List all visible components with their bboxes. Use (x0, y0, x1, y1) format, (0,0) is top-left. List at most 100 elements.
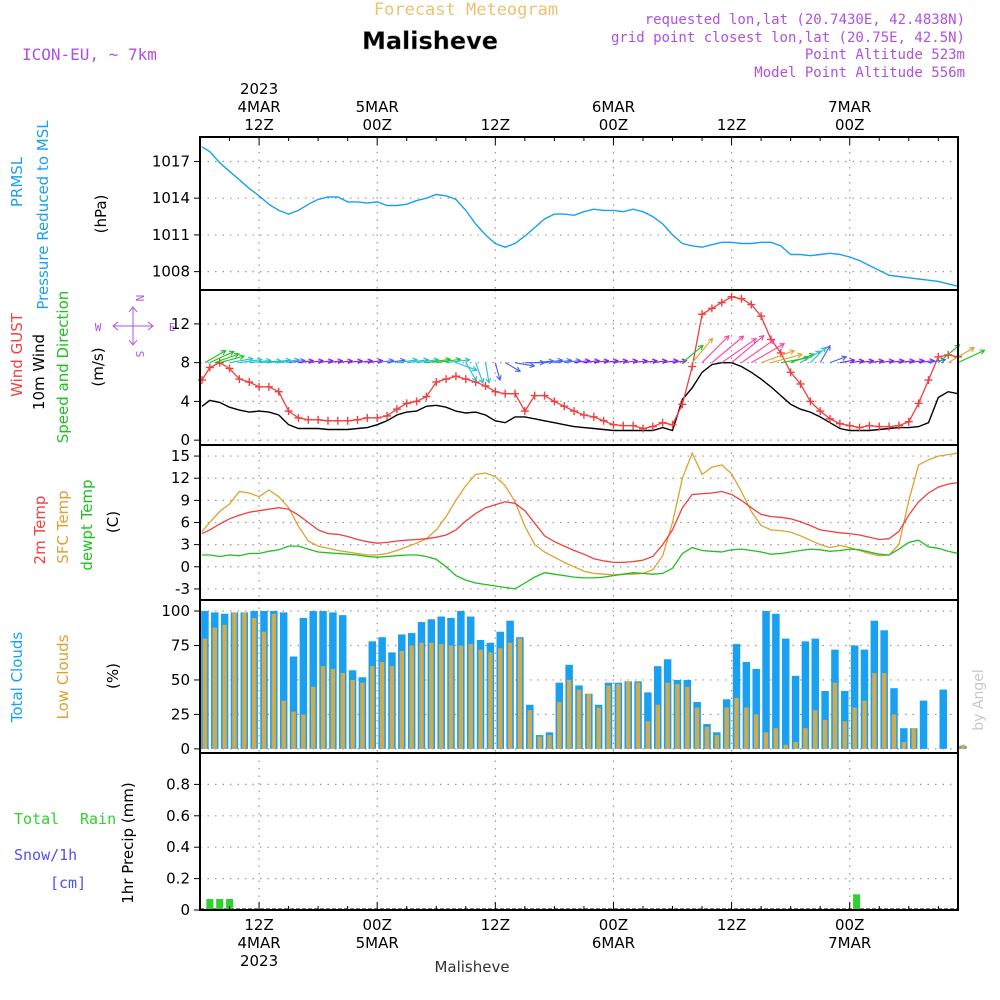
wind-arrow-head (738, 335, 745, 342)
wind-arrow-shaft (416, 359, 439, 364)
wind-arrow-shaft (790, 353, 815, 364)
wind-arrow-shaft (554, 359, 572, 364)
low-cloud-bar (547, 735, 552, 749)
wind-arrow-head (969, 347, 976, 353)
gust-point (904, 417, 913, 426)
gust-point (205, 363, 214, 372)
wind-arrow-shaft (898, 359, 915, 364)
dewpt-ylabel: dewpt Temp (78, 479, 96, 570)
gust-point (658, 418, 667, 427)
rain-bar (226, 899, 234, 910)
low-cloud-bar (537, 736, 542, 749)
low-cloud-bar (852, 707, 857, 749)
wind-arrow-shaft (377, 359, 394, 364)
wind-arrow-head (471, 376, 477, 383)
gust-point (530, 391, 539, 400)
wind-arrow-shaft (908, 359, 924, 364)
low-cloud-bar (242, 612, 247, 749)
gust-point (264, 382, 273, 391)
wind-arrow-head (220, 350, 227, 356)
low-cloud-bar (261, 631, 267, 749)
panel-temperature: -3 0 3 6 9 12 15 2m Temp SFC Temp dewpt Temp (C) (31, 444, 959, 601)
gust-point (816, 407, 825, 416)
supertitle: Forecast Meteogram (374, 0, 558, 20)
temp-unit: (C) (104, 511, 122, 533)
sfc-temp-line (201, 451, 959, 576)
gust-point (698, 310, 707, 319)
wind-arrow-head (697, 344, 704, 351)
y-tick-label: 0 (180, 431, 190, 449)
gust-point (894, 421, 903, 430)
total-cloud-bar (299, 617, 308, 749)
gust-point (688, 362, 697, 371)
bottom-time-label: 5MAR (356, 934, 399, 952)
low-cloud-bar (301, 714, 306, 749)
wind-arrow (947, 347, 976, 364)
wind-arrow-shaft (406, 359, 429, 364)
wind-arrow-shaft (259, 360, 282, 364)
gust-point (442, 375, 451, 384)
gust-point (629, 421, 638, 430)
wind-arrow-shaft (564, 359, 581, 364)
total-cloud-bar (644, 692, 652, 749)
panel-border (199, 752, 959, 911)
wind-arrow-shaft (711, 335, 744, 364)
low-cloud-bar (704, 726, 710, 749)
low-cloud-bar (665, 682, 670, 749)
wind-arrow-shaft (937, 344, 960, 364)
low-cloud-bar (655, 704, 660, 749)
low-cloud-bar (734, 697, 739, 749)
gust-point (619, 421, 628, 430)
wind-arrow (701, 334, 730, 364)
top-time-label: 7MAR (828, 98, 871, 116)
clouds-unit: (%) (104, 663, 122, 689)
gust-point (392, 405, 401, 414)
panel-wind: 0 4 8 12 Wind GUST 10m Wind Speed and Directio… (8, 289, 986, 449)
wind-arrow-shaft (731, 335, 765, 364)
grid-point-coords: grid point closest lon,lat (20.75E, 42.5… (611, 30, 965, 46)
gust-point (717, 298, 726, 307)
low-cloud-bar (379, 662, 385, 749)
wind-arrow (760, 349, 796, 364)
gust-point (451, 372, 460, 381)
rain-bar (206, 899, 214, 910)
wind-arrow-shaft (347, 360, 362, 364)
gust-point (333, 416, 342, 425)
wind-arrow-shaft (642, 360, 657, 364)
low-cloud-bar (458, 645, 464, 749)
low-cloud-bar (557, 702, 562, 749)
wind-arrow-shaft (957, 349, 985, 364)
wind-arrow-shaft (770, 353, 803, 364)
wind-arrow-shaft (534, 360, 554, 364)
gust-point (875, 422, 884, 431)
gust-point (294, 413, 303, 422)
low-cloud-bar (507, 642, 513, 749)
low-cloud-bar (645, 721, 651, 749)
low-cloud-bar (793, 741, 798, 749)
wind-arrow-shaft (879, 360, 894, 364)
panel-precip: 0 0.2 0.4 0.6 0.8 1hr Precip (mm) Total RainSno… (14, 752, 959, 919)
wind-arrow-shaft (869, 360, 884, 364)
wind-arrow (829, 355, 848, 364)
wind-arrow-head (285, 357, 292, 364)
compass-arrowhead (128, 306, 138, 313)
low-cloud-bar (212, 627, 217, 749)
gust-point (707, 304, 716, 313)
wind-arrow-shaft (298, 360, 314, 364)
wind-arrow (819, 344, 831, 363)
gust-point (855, 423, 864, 432)
low-cloud-bar (960, 744, 966, 749)
low-cloud-bar (517, 638, 523, 749)
total-cloud-bar (811, 638, 820, 749)
wind-arrow-shaft (839, 359, 855, 364)
bottom-time-label: 6MAR (592, 934, 635, 952)
location-title: Malisheve (362, 27, 498, 55)
y-tick-label: 12 (171, 315, 190, 333)
gust-point (245, 378, 254, 387)
wind-arrow-shaft (204, 350, 226, 364)
gust-point (638, 424, 647, 433)
wind-arrow-head (478, 377, 485, 385)
total-cloud-bar (742, 662, 751, 749)
